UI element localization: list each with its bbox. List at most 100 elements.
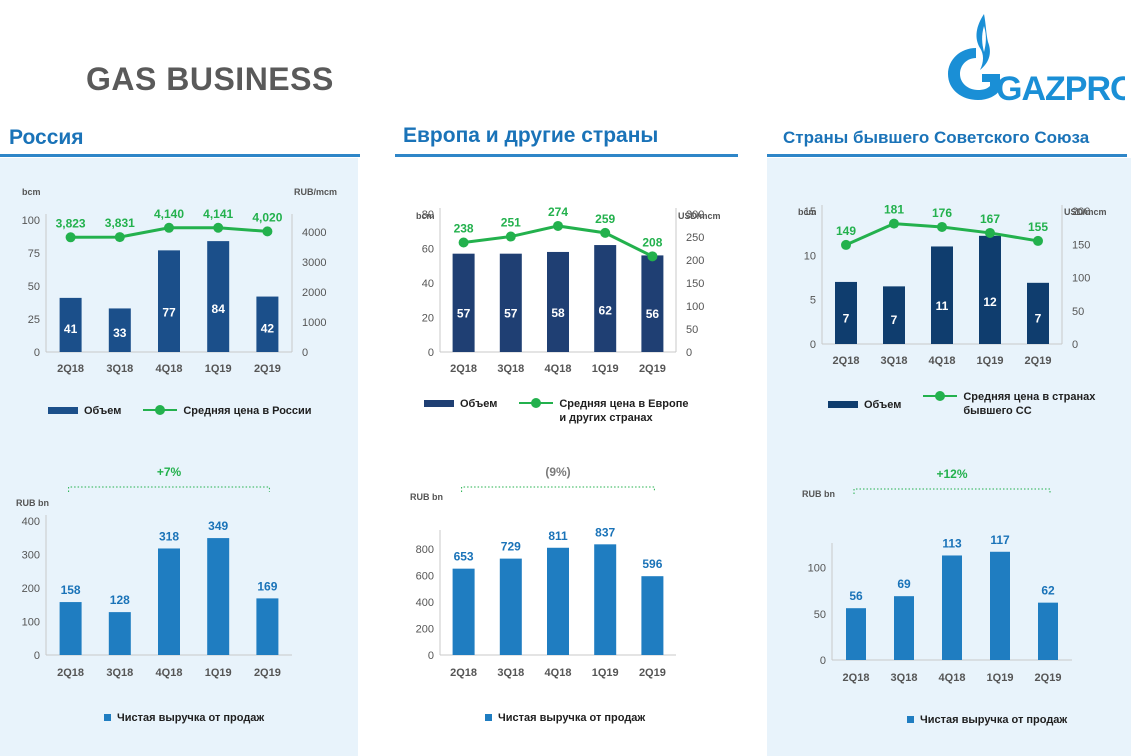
legend-volume-europe: Объем: [424, 397, 497, 411]
right-tick-label: 2000: [302, 287, 326, 299]
price-data-label: 167: [980, 212, 1000, 226]
price-marker: [1033, 235, 1043, 246]
revenue-bar: [641, 576, 664, 655]
x-tick-label: 4Q18: [939, 672, 966, 684]
left-tick-label: 0: [34, 347, 40, 359]
x-tick-label: 2Q19: [254, 363, 281, 375]
x-tick-label: 3Q18: [497, 363, 524, 375]
title-underline-europe: [395, 154, 738, 157]
revenue-data-label: 113: [942, 536, 962, 550]
legend-price-label: Средняя цена в России: [183, 405, 312, 417]
volume-bar: [1027, 282, 1049, 344]
revenue-bar: [59, 602, 82, 655]
legend-volume-swatch: [424, 400, 454, 407]
volume-bar: [931, 246, 953, 344]
revenue-bar: [158, 548, 180, 655]
revenue-bar: [594, 544, 617, 655]
price-data-label: 4,140: [154, 207, 184, 221]
right-tick-label: 150: [686, 278, 704, 290]
revenue-bar: [894, 596, 914, 660]
legend-russia-top: Объем Средняя цена в России: [48, 404, 312, 418]
revenue-bar: [990, 551, 1010, 660]
volume-bar: [256, 296, 279, 352]
volume-bar-label: 33: [113, 326, 127, 340]
left-tick-label: 40: [422, 278, 434, 290]
x-tick-label: 4Q18: [545, 667, 572, 679]
legend-revenue-fsu: Чистая выручка от продаж: [907, 713, 1067, 727]
change-bracket: [461, 486, 655, 492]
left-tick-label: 15: [804, 206, 816, 218]
legend-volume-label: Объем: [84, 405, 122, 417]
revenue-tick-label: 400: [416, 597, 434, 609]
revenue-data-label: 596: [642, 557, 662, 571]
legend-price-fsu: Средняя цена в странах бывшего СС: [923, 390, 1095, 418]
right-tick-label: 1000: [302, 317, 326, 329]
x-tick-label: 2Q18: [57, 667, 84, 679]
panel-title-russia: Россия: [9, 126, 84, 149]
left-axis-unit: bcm: [416, 211, 435, 221]
x-tick-label: 1Q19: [205, 363, 232, 375]
price-data-label: 251: [501, 216, 521, 230]
title-underline-fsu: [767, 154, 1127, 157]
price-data-label: 176: [932, 206, 952, 220]
price-marker: [937, 221, 947, 232]
left-tick-label: 20: [422, 313, 434, 325]
revenue-tick-label: 100: [22, 617, 40, 629]
revenue-data-label: 69: [897, 577, 911, 591]
x-tick-label: 3Q18: [497, 667, 524, 679]
revenue-axis-unit: RUB bn: [802, 489, 835, 499]
left-axis-unit: bcm: [22, 187, 41, 197]
x-tick-label: 2Q18: [833, 355, 860, 367]
legend-revenue-russia: Чистая выручка от продаж: [104, 711, 264, 725]
left-tick-label: 50: [28, 281, 40, 293]
left-tick-label: 10: [804, 250, 816, 262]
revenue-tick-label: 100: [808, 563, 826, 575]
right-tick-label: 200: [1072, 206, 1090, 218]
x-tick-label: 2Q19: [254, 667, 281, 679]
x-tick-label: 4Q18: [156, 363, 183, 375]
x-tick-label: 4Q18: [545, 363, 572, 375]
price-data-label: 208: [642, 235, 662, 249]
left-tick-label: 0: [428, 347, 434, 359]
revenue-bar: [499, 558, 522, 655]
right-tick-label: 50: [686, 324, 698, 336]
revenue-data-label: 653: [454, 550, 474, 564]
left-tick-label: 75: [28, 248, 40, 260]
legend-fsu-bottom: Чистая выручка от продаж: [907, 713, 1067, 727]
revenue-bar: [207, 538, 230, 655]
price-data-label: 149: [836, 224, 856, 238]
revenue-tick-label: 600: [416, 571, 434, 583]
x-tick-label: 1Q19: [987, 672, 1014, 684]
logo-wordmark: GAZPROM: [996, 70, 1125, 107]
left-tick-label: 60: [422, 244, 434, 256]
x-tick-label: 1Q19: [592, 363, 619, 375]
revenue-data-label: 349: [208, 519, 228, 533]
legend-europe-bottom: Чистая выручка от продаж: [485, 711, 645, 725]
right-tick-label: 100: [1072, 273, 1090, 285]
legend-europe-top: Объем Средняя цена в Европе и других стр…: [424, 397, 688, 425]
revenue-data-label: 169: [257, 579, 277, 593]
right-tick-label: 150: [1072, 239, 1090, 251]
left-tick-label: 80: [422, 209, 434, 221]
title-underline-russia: [0, 154, 360, 157]
right-tick-label: 250: [686, 232, 704, 244]
price-marker: [985, 227, 995, 238]
legend-price-swatch: [143, 404, 178, 416]
volume-bar: [594, 245, 617, 352]
price-data-label: 238: [454, 222, 474, 236]
volume-bar: [207, 241, 230, 352]
right-tick-label: 4000: [302, 227, 326, 239]
revenue-tick-label: 50: [814, 609, 826, 621]
right-axis-unit: RUB/mcm: [294, 187, 337, 197]
legend-revenue-europe: Чистая выручка от продаж: [485, 711, 645, 725]
x-tick-label: 2Q19: [1025, 355, 1052, 367]
legend-price-swatch: [519, 397, 554, 409]
volume-bar: [835, 281, 857, 344]
price-data-label: 3,831: [105, 216, 135, 230]
gazprom-logo: GAZPROM: [940, 12, 1131, 108]
volume-bar-label: 12: [983, 295, 997, 309]
legend-revenue-swatch: [485, 714, 492, 721]
legend-price-label: Средняя цена в Европе и других странах: [559, 398, 689, 424]
left-tick-label: 100: [22, 215, 40, 227]
